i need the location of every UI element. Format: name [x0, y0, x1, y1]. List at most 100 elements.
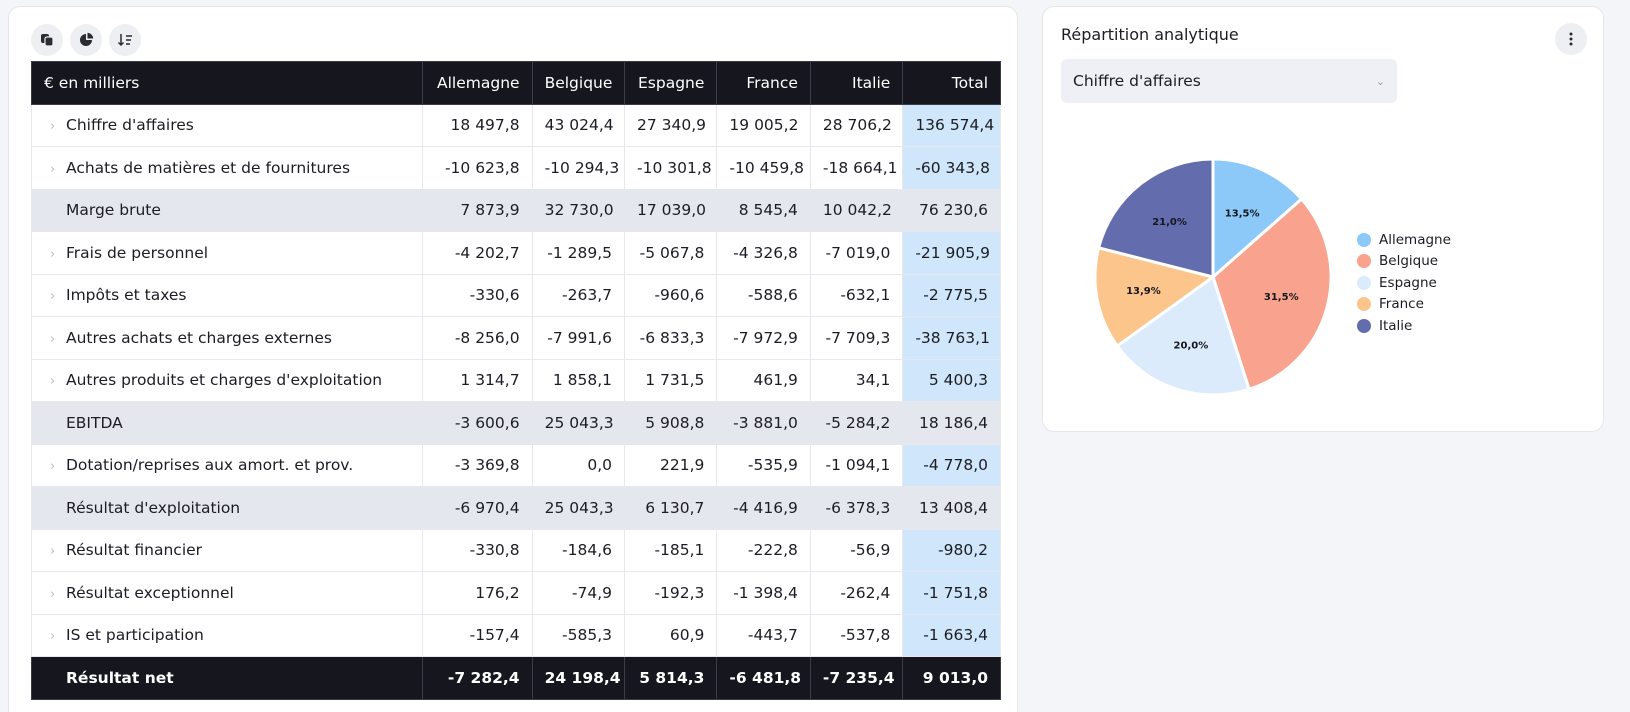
value-cell: 25 043,3	[531, 401, 626, 445]
legend-item-espagne[interactable]: Espagne	[1357, 272, 1451, 294]
table-row[interactable]: › Résultat financier -330,8 -184,6 -185,1 -22…	[31, 528, 1001, 572]
total-cell: 76 230,6	[902, 188, 1001, 232]
table-card: € en milliers Allemagne Belgique Espagne…	[8, 6, 1018, 712]
value-cell: -4 326,8	[716, 231, 811, 275]
expand-chevron-icon[interactable]: ›	[50, 289, 56, 305]
value-cell: 24 198,4	[531, 656, 626, 700]
value-cell: -632,1	[809, 273, 904, 317]
column-header-espagne[interactable]: Espagne	[623, 61, 718, 105]
pie-slice-italie[interactable]	[1096, 157, 1215, 279]
chevron-down-icon: ⌄	[1375, 74, 1385, 88]
column-header-italie[interactable]: Italie	[809, 61, 904, 105]
value-cell: -535,9	[716, 443, 811, 487]
sort-icon	[117, 34, 132, 47]
value-cell: -192,3	[623, 571, 718, 615]
expand-chevron-icon[interactable]: ›	[50, 331, 56, 347]
value-cell: 6 130,7	[623, 486, 718, 530]
value-cell: 18 497,8	[421, 103, 533, 147]
pie-data-label: 21,0%	[1152, 217, 1187, 228]
value-cell: 1 314,7	[421, 358, 533, 402]
row-label: Impôts et taxes	[66, 286, 187, 305]
table-toolbar	[31, 24, 141, 56]
expand-chevron-icon[interactable]: ›	[50, 246, 56, 262]
table-row[interactable]: › IS et participation -157,4 -585,3 60,9 -443…	[31, 613, 1001, 657]
table-row: EBITDA -3 600,6 25 043,3 5 908,8 -3 881,0 -5 …	[31, 401, 1001, 445]
value-cell: -4 416,9	[716, 486, 811, 530]
pie-slice-france[interactable]	[1093, 245, 1217, 349]
pie-slice-belgique[interactable]	[1211, 196, 1333, 392]
copy-button[interactable]	[31, 24, 63, 56]
column-header-total[interactable]: Total	[902, 61, 1001, 105]
table-row[interactable]: › Frais de personnel -4 202,7 -1 289,5 -5 06…	[31, 231, 1001, 275]
legend-swatch	[1357, 275, 1371, 290]
legend-label: Espagne	[1379, 274, 1437, 291]
pie-slice-allemagne[interactable]	[1211, 157, 1304, 281]
table-row[interactable]: › Résultat exceptionnel 176,2 -74,9 -192,3 -1…	[31, 571, 1001, 615]
more-options-button[interactable]	[1555, 23, 1587, 55]
value-cell: 10 042,2	[809, 188, 904, 232]
copy-icon	[41, 34, 54, 47]
expand-chevron-icon[interactable]: ›	[50, 544, 56, 560]
expand-chevron-icon[interactable]: ›	[50, 161, 56, 177]
row-label-cell: › Autres produits et charges d'exploitati…	[31, 358, 423, 402]
pie-chart: 13,5% 31,5% 20,0% 13,9% 21,0%	[1093, 157, 1333, 397]
expand-chevron-icon[interactable]: ›	[50, 119, 56, 135]
table-row[interactable]: › Autres achats et charges externes -8 256…	[31, 316, 1001, 360]
legend-item-allemagne[interactable]: Allemagne	[1357, 229, 1451, 251]
value-cell: 25 043,3	[531, 486, 626, 530]
total-cell: -2 775,5	[902, 273, 1001, 317]
value-cell: -263,7	[531, 273, 626, 317]
legend-swatch	[1357, 297, 1371, 312]
total-cell: 9 013,0	[902, 656, 1001, 700]
value-cell: -6 378,3	[809, 486, 904, 530]
pie-slice-espagne[interactable]	[1115, 274, 1252, 397]
value-cell: -7 709,3	[809, 316, 904, 360]
value-cell: -262,4	[809, 571, 904, 615]
legend-label: France	[1379, 296, 1424, 313]
value-cell: -960,6	[623, 273, 718, 317]
legend-item-france[interactable]: France	[1357, 294, 1451, 316]
value-cell: -6 833,3	[623, 316, 718, 360]
value-cell: -185,1	[623, 528, 718, 572]
total-cell: -38 763,1	[902, 316, 1001, 360]
value-cell: 28 706,2	[809, 103, 904, 147]
row-label: Frais de personnel	[66, 243, 209, 262]
legend-item-belgique[interactable]: Belgique	[1357, 251, 1451, 273]
value-cell: -5 067,8	[623, 231, 718, 275]
chart-legend: Allemagne Belgique Espagne France Italie	[1357, 229, 1451, 337]
column-header-belgique[interactable]: Belgique	[531, 61, 626, 105]
column-header-allemagne[interactable]: Allemagne	[421, 61, 533, 105]
value-cell: 60,9	[623, 613, 718, 657]
expand-chevron-icon[interactable]: ›	[50, 459, 56, 475]
expand-chevron-icon[interactable]: ›	[50, 586, 56, 602]
legend-item-italie[interactable]: Italie	[1357, 315, 1451, 337]
sort-button[interactable]	[109, 24, 141, 56]
row-label: EBITDA	[66, 413, 123, 432]
row-label: Chiffre d'affaires	[66, 116, 194, 135]
metric-select[interactable]: Chiffre d'affaires ⌄	[1061, 59, 1397, 103]
legend-label: Belgique	[1379, 253, 1439, 270]
value-cell: -10 294,3	[531, 146, 626, 190]
expand-chevron-icon[interactable]: ›	[50, 374, 56, 390]
row-label-cell: › Résultat financier	[31, 528, 423, 572]
column-header-france[interactable]: France	[716, 61, 811, 105]
value-cell: -6 481,8	[716, 656, 811, 700]
pie-data-label: 31,5%	[1264, 292, 1299, 303]
value-cell: -6 970,4	[421, 486, 533, 530]
table-header-row: € en milliers Allemagne Belgique Espagne…	[31, 61, 1001, 105]
total-cell: 5 400,3	[902, 358, 1001, 402]
value-cell: -10 459,8	[716, 146, 811, 190]
value-cell: 1 731,5	[623, 358, 718, 402]
value-cell: -7 282,4	[421, 656, 533, 700]
row-label: IS et participation	[66, 626, 204, 645]
table-row[interactable]: › Achats de matières et de fournitures -10…	[31, 146, 1001, 190]
table-row[interactable]: › Dotation/reprises aux amort. et prov. -3…	[31, 443, 1001, 487]
row-label: Autres achats et charges externes	[66, 328, 332, 347]
table-row[interactable]: › Autres produits et charges d'exploitati…	[31, 358, 1001, 402]
table-row[interactable]: › Chiffre d'affaires 18 497,8 43 024,4 27 34…	[31, 103, 1001, 147]
total-cell: -1 663,4	[902, 613, 1001, 657]
pie-chart-button[interactable]	[70, 24, 102, 56]
value-cell: 461,9	[716, 358, 811, 402]
expand-chevron-icon[interactable]: ›	[50, 629, 56, 645]
table-row[interactable]: › Impôts et taxes -330,6 -263,7 -960,6 -588,6…	[31, 273, 1001, 317]
